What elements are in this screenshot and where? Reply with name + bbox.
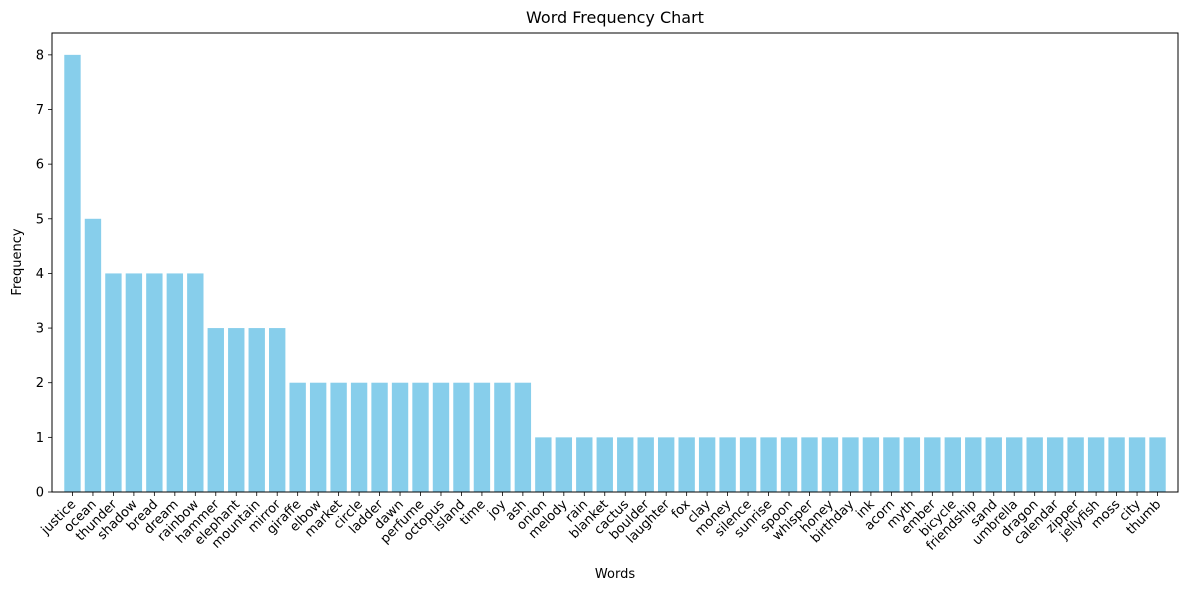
bar-blanket: [596, 437, 613, 492]
bar-rainbow: [187, 273, 204, 492]
bar-thunder: [105, 273, 122, 492]
y-tick-label: 4: [36, 267, 44, 282]
bar-mirror: [269, 328, 286, 492]
bar-market: [330, 382, 347, 492]
bar-joy: [494, 382, 511, 492]
bar-giraffe: [289, 382, 306, 492]
bar-time: [473, 382, 491, 492]
y-axis: 0 1 2 3 4 5 6 7 8: [36, 48, 52, 501]
bar-onion: [535, 437, 552, 492]
bar-money: [719, 437, 736, 492]
bar-cactus: [617, 437, 634, 492]
y-axis-title: Frequency: [10, 228, 25, 295]
bar-elbow: [309, 382, 327, 492]
bar-moss: [1108, 437, 1125, 492]
bar-sand: [985, 437, 1002, 492]
bar-mountain: [248, 328, 265, 492]
bar-ember: [924, 437, 941, 492]
bar-clay: [698, 437, 716, 492]
bar-bread: [146, 273, 163, 492]
bar-city: [1128, 437, 1146, 492]
bar-perfume: [412, 382, 429, 492]
bar-acorn: [883, 437, 900, 492]
bar-melody: [555, 437, 573, 492]
plot-frame: [51, 32, 1179, 493]
bar-friendship: [965, 437, 982, 492]
bar-dawn: [391, 382, 409, 492]
bar-honey: [821, 437, 839, 492]
bar-dragon: [1026, 437, 1043, 492]
y-tick-label: 7: [36, 103, 44, 118]
bar-dream: [166, 273, 184, 492]
bar-spoon: [780, 437, 798, 492]
bar-myth: [903, 437, 921, 492]
bar-rain: [576, 437, 593, 492]
y-tick-label: 6: [36, 158, 44, 173]
bar-birthday: [842, 437, 859, 492]
bar-shadow: [125, 273, 143, 492]
x-axis-title: Words: [595, 567, 635, 582]
bar-octopus: [432, 382, 450, 492]
bar-boulder: [637, 437, 654, 492]
bar-elephant: [228, 328, 245, 492]
bar-circle: [350, 382, 368, 492]
bar-ash: [514, 382, 532, 492]
bar-umbrella: [1006, 437, 1023, 492]
bar-sunrise: [760, 437, 777, 492]
y-tick-label: 3: [36, 322, 44, 337]
bar-ink: [862, 437, 880, 492]
y-tick-label: 0: [36, 486, 44, 501]
bars-layer: [64, 54, 1166, 493]
bar-hammer: [207, 328, 224, 492]
bar-island: [453, 382, 470, 492]
bar-ladder: [371, 382, 388, 492]
y-tick-label: 2: [36, 376, 44, 391]
y-tick-label: 5: [36, 212, 44, 227]
bar-fox: [678, 437, 695, 492]
bar-bicycle: [944, 437, 961, 492]
bar-justice: [64, 54, 81, 493]
bar-silence: [739, 437, 757, 492]
chart-title: Word Frequency Chart: [526, 8, 704, 27]
bar-whisper: [801, 437, 818, 492]
y-tick-label: 1: [36, 431, 44, 446]
bar-calendar: [1046, 437, 1064, 492]
bar-laughter: [657, 437, 675, 492]
y-tick-label: 8: [36, 48, 44, 63]
bar-ocean: [84, 218, 102, 493]
bar-jellyfish: [1087, 437, 1105, 492]
bar-zipper: [1067, 437, 1084, 492]
bar-thumb: [1149, 437, 1166, 492]
